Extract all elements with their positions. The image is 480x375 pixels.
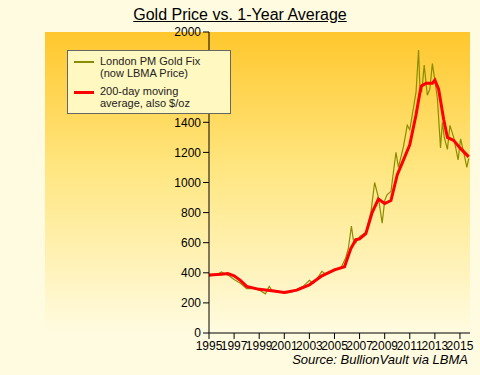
svg-text:2007: 2007	[346, 339, 373, 353]
svg-text:1200: 1200	[174, 146, 201, 160]
svg-text:2005: 2005	[321, 339, 348, 353]
svg-text:1800: 1800	[174, 55, 201, 69]
svg-text:0: 0	[194, 326, 201, 340]
svg-text:2015: 2015	[447, 339, 472, 353]
svg-text:1999: 1999	[246, 339, 273, 353]
svg-text:2013: 2013	[422, 339, 449, 353]
svg-text:1600: 1600	[174, 85, 201, 99]
svg-text:1000: 1000	[174, 176, 201, 190]
svg-text:2000: 2000	[174, 25, 201, 39]
svg-text:400: 400	[181, 266, 201, 280]
svg-text:2011: 2011	[397, 339, 423, 353]
svg-text:1997: 1997	[221, 339, 248, 353]
svg-text:2001: 2001	[271, 339, 298, 353]
svg-text:200: 200	[181, 296, 201, 310]
svg-text:2009: 2009	[371, 339, 398, 353]
svg-text:800: 800	[181, 206, 201, 220]
svg-text:600: 600	[181, 236, 201, 250]
svg-text:2003: 2003	[296, 339, 323, 353]
svg-text:1995: 1995	[196, 339, 223, 353]
svg-text:1400: 1400	[174, 116, 201, 130]
